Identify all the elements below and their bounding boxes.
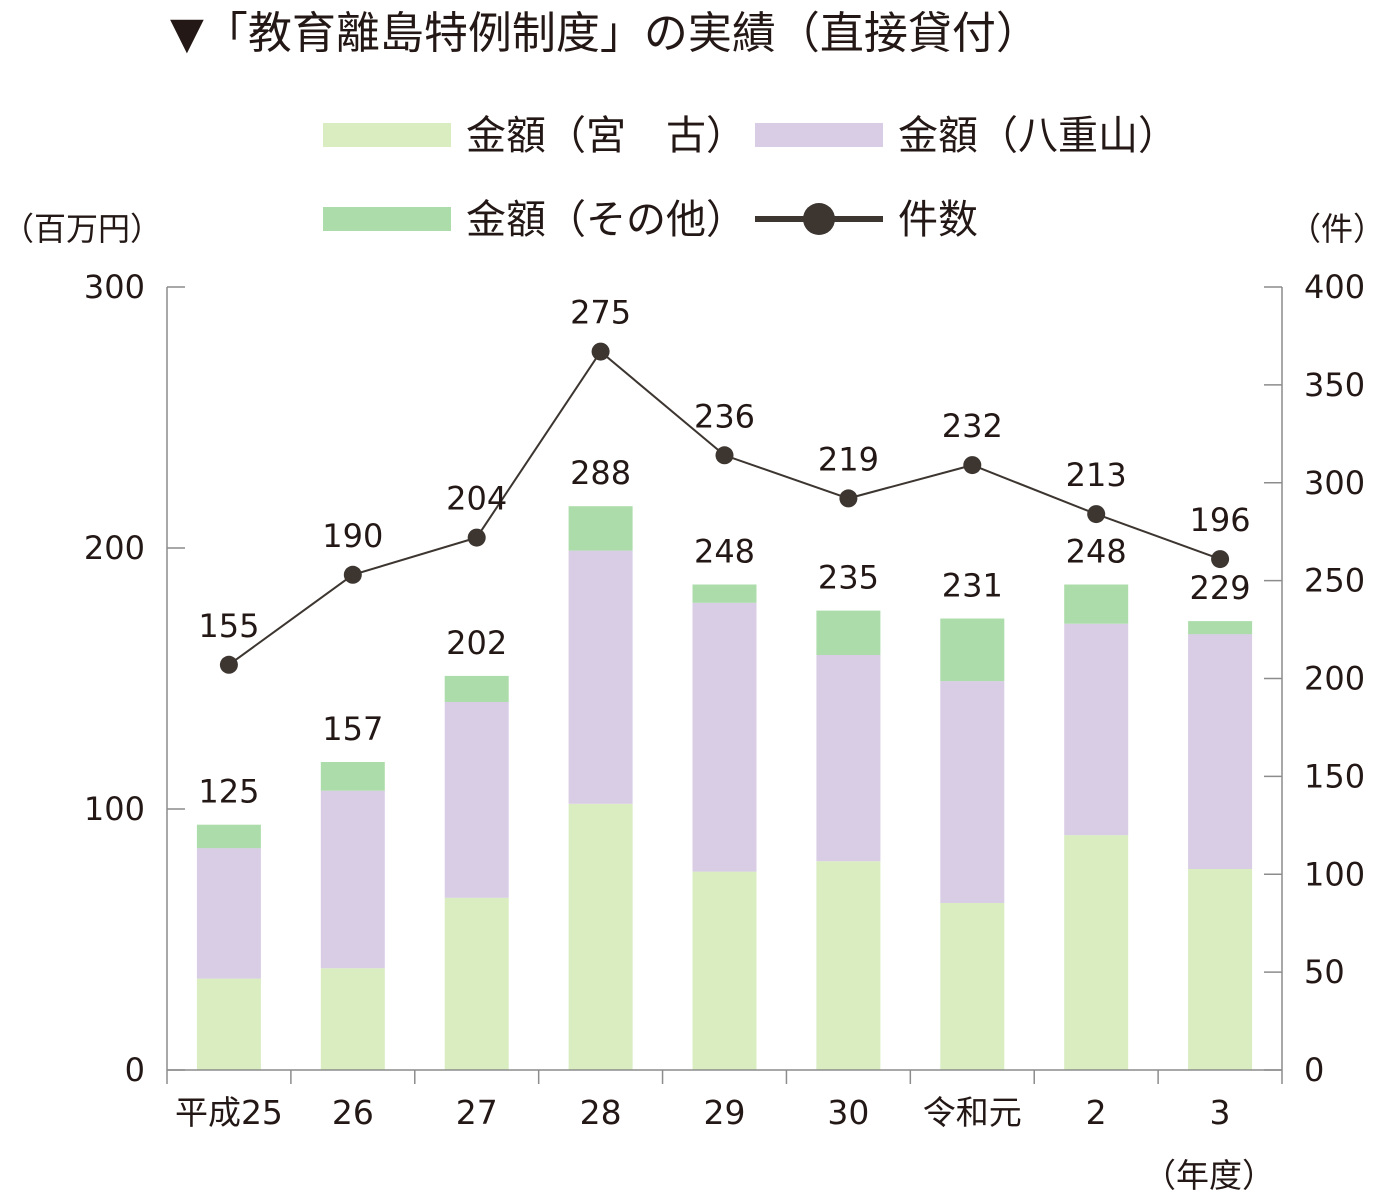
count-point — [343, 565, 362, 584]
legend-label-miyako: 金額（宮 古） — [466, 113, 746, 159]
bar-segment-other — [940, 618, 1005, 682]
left-tick-label: 0 — [125, 1051, 145, 1089]
count-point-label: 219 — [818, 440, 879, 478]
legend-item-yaeyama: 金額（八重山） — [755, 113, 1178, 159]
x-tick-label: 2 — [1086, 1093, 1107, 1132]
count-point-label: 196 — [1190, 501, 1251, 539]
x-tick-label: 令和元 — [923, 1093, 1022, 1132]
bar-segment-yaeyama — [196, 848, 261, 979]
count-point-label: 232 — [942, 407, 1003, 445]
count-point — [1211, 550, 1230, 569]
count-point-label: 236 — [694, 397, 755, 435]
legend: 金額（宮 古） 金額（八重山） 金額（その他） 件数 — [323, 113, 1178, 243]
bar-segment-yaeyama — [568, 550, 633, 804]
bar-segment-other — [444, 675, 509, 702]
x-tick-label: 30 — [827, 1093, 869, 1132]
bar-segment-other — [1064, 584, 1129, 624]
count-point — [591, 342, 610, 361]
right-axis-unit: （件） — [1289, 210, 1385, 248]
bar-total-label: 231 — [942, 567, 1003, 605]
bar-segment-yaeyama — [692, 602, 757, 872]
bar-segment-miyako — [320, 968, 385, 1070]
left-tick-label: 200 — [84, 529, 145, 567]
bar-segment-miyako — [816, 861, 881, 1070]
bar-segment-yaeyama — [816, 655, 881, 862]
legend-label-count: 件数 — [898, 197, 978, 243]
count-point-label: 155 — [198, 607, 259, 645]
bar-segment-yaeyama — [940, 681, 1005, 903]
right-tick-label: 400 — [1304, 268, 1365, 306]
x-tick-label: 29 — [704, 1093, 746, 1132]
count-line — [219, 342, 1230, 674]
count-point-label: 275 — [570, 294, 631, 332]
bar-segment-miyako — [196, 978, 261, 1070]
count-point-label: 213 — [1066, 456, 1127, 494]
x-tick-label: 26 — [332, 1093, 374, 1132]
bar-segment-yaeyama — [1064, 623, 1129, 836]
legend-swatch-yaeyama — [755, 123, 883, 147]
count-point — [839, 489, 858, 508]
count-point-label: 190 — [322, 517, 383, 555]
bars — [196, 506, 1253, 1070]
count-point — [963, 456, 982, 475]
right-tick-label: 250 — [1304, 562, 1365, 600]
x-tick-label: 28 — [580, 1093, 622, 1132]
bar-total-label: 202 — [446, 624, 507, 662]
bar-segment-other — [692, 584, 757, 603]
bar-segment-miyako — [568, 803, 633, 1070]
bar-total-label: 235 — [818, 559, 879, 597]
bar-segment-other — [320, 762, 385, 791]
bar-segment-yaeyama — [1188, 634, 1253, 869]
x-tick-label: 平成25 — [175, 1093, 283, 1132]
bar-segment-other — [196, 824, 261, 849]
bar-segment-miyako — [692, 871, 757, 1070]
legend-item-other: 金額（その他） — [323, 197, 746, 243]
right-tick-label: 350 — [1304, 366, 1365, 404]
right-tick-label: 300 — [1304, 464, 1365, 502]
left-tick-label: 300 — [84, 268, 145, 306]
legend-marker-count — [803, 203, 835, 235]
bar-segment-miyako — [1064, 835, 1129, 1070]
bar-total-label: 157 — [322, 710, 383, 748]
bar-segment-miyako — [444, 897, 509, 1070]
count-point-label: 204 — [446, 480, 507, 518]
bar-segment-miyako — [940, 903, 1005, 1070]
legend-label-yaeyama: 金額（八重山） — [898, 113, 1178, 159]
bar-segment-other — [1188, 621, 1253, 635]
x-tick-label: 3 — [1210, 1093, 1231, 1132]
left-axis-unit: （百万円） — [2, 210, 162, 248]
right-tick-label: 0 — [1304, 1051, 1324, 1089]
bar-segment-other — [816, 610, 881, 655]
bar-segment-yaeyama — [320, 790, 385, 969]
bar-total-label: 125 — [198, 773, 259, 811]
bar-segment-miyako — [1188, 869, 1253, 1070]
legend-item-count: 件数 — [755, 197, 978, 243]
count-point — [1087, 505, 1106, 524]
bar-total-label: 248 — [1066, 533, 1127, 571]
legend-swatch-other — [323, 207, 451, 231]
legend-item-miyako: 金額（宮 古） — [323, 113, 746, 159]
x-tick-label: 27 — [456, 1093, 498, 1132]
right-tick-label: 100 — [1304, 855, 1365, 893]
bar-segment-other — [568, 506, 633, 551]
bar-segment-yaeyama — [444, 702, 509, 898]
right-tick-label: 150 — [1304, 757, 1365, 795]
data-labels: 125 157 202 288 248 235 231 248 229 155 190 204 275 2… — [198, 294, 1250, 811]
right-tick-label: 200 — [1304, 660, 1365, 698]
bar-total-label: 248 — [694, 533, 755, 571]
bar-total-label: 229 — [1190, 569, 1251, 607]
right-tick-label: 50 — [1304, 953, 1345, 991]
count-point — [219, 655, 238, 674]
chart-title: ▼「教育離島特例制度」の実績（直接貸付） — [170, 8, 1040, 59]
x-axis-title: （年度） — [1143, 1156, 1275, 1195]
bar-total-label: 288 — [570, 454, 631, 492]
left-tick-label: 100 — [84, 790, 145, 828]
count-point — [715, 446, 734, 465]
count-point — [467, 528, 486, 547]
legend-label-other: 金額（その他） — [466, 197, 746, 243]
legend-swatch-miyako — [323, 123, 451, 147]
axes: 0 100 200 300 0 50 100 150 200 250 300 350 400 平成25 26… — [84, 268, 1365, 1132]
